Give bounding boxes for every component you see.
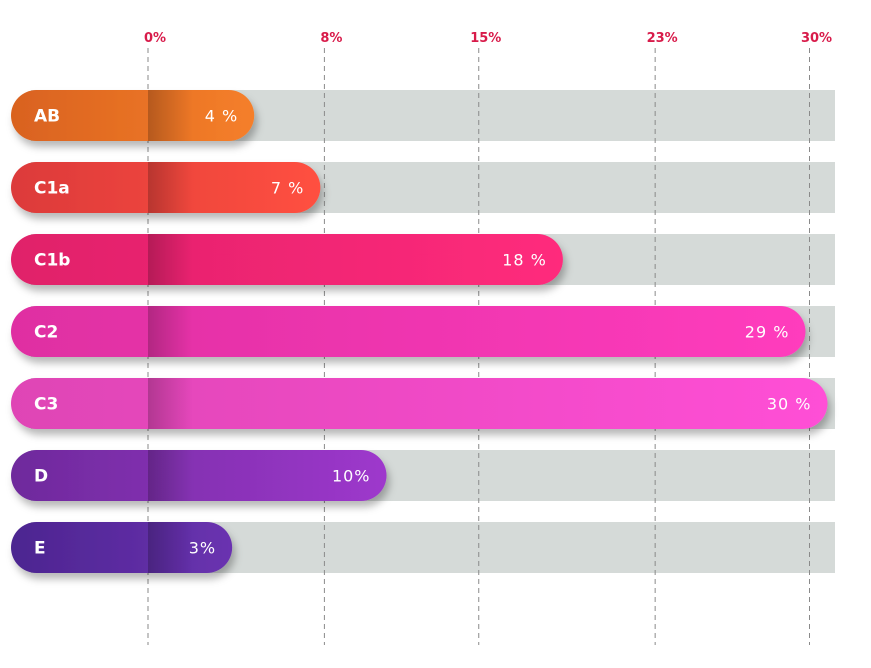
bar — [11, 90, 255, 141]
x-tick-label: 15% — [470, 31, 501, 46]
bar — [11, 306, 806, 357]
x-tick-label: 0% — [144, 31, 166, 46]
bar-group: C2 29 % — [11, 306, 806, 357]
category-label: D — [34, 467, 48, 487]
bar-group: D 10% — [11, 450, 387, 501]
bar-zero-shade — [148, 90, 193, 141]
x-tick-label: 8% — [320, 31, 342, 46]
bars: AB 4 % C1a 7 % C1b 18 % C2 29 % C3 30 % D 10% E 3% — [11, 90, 828, 573]
bar-zero-shade — [148, 522, 193, 573]
value-label: 29 % — [745, 323, 790, 342]
bar-zero-shade — [148, 306, 193, 357]
bar-group: C1a 7 % — [11, 162, 321, 213]
category-label: E — [34, 539, 46, 559]
bar — [11, 234, 563, 285]
value-label: 30 % — [767, 395, 812, 414]
bar-zero-shade — [148, 162, 193, 213]
category-label: C3 — [34, 395, 58, 415]
value-label: 4 % — [205, 107, 238, 126]
bar — [11, 450, 387, 501]
bar-zero-shade — [148, 450, 193, 501]
bar-zero-shade — [148, 378, 193, 429]
value-label: 3% — [189, 539, 216, 558]
bar-group: E 3% — [11, 522, 233, 573]
x-tick-label: 23% — [647, 31, 678, 46]
bar-group: AB 4 % — [11, 90, 255, 141]
x-axis-ticks: 0% 8% 15% 23% 30% — [144, 31, 832, 46]
bar-group: C3 30 % — [11, 378, 828, 429]
value-label: 7 % — [271, 179, 304, 198]
category-label: C2 — [34, 323, 58, 343]
category-label: AB — [34, 107, 60, 127]
bar — [11, 378, 828, 429]
category-label: C1b — [34, 251, 70, 271]
bar-group: C1b 18 % — [11, 234, 563, 285]
category-label: C1a — [34, 179, 70, 199]
x-tick-label: 30% — [801, 31, 832, 46]
bar-zero-shade — [148, 234, 193, 285]
value-label: 10% — [332, 467, 371, 486]
value-label: 18 % — [502, 251, 547, 270]
